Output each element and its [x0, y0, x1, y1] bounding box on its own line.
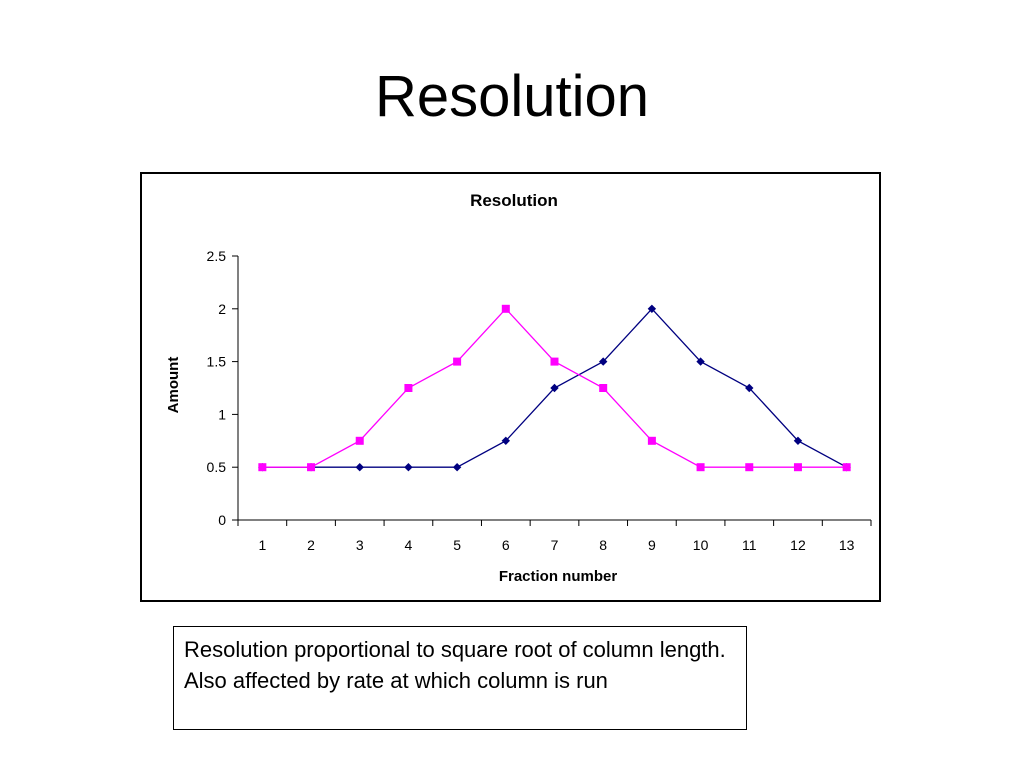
x-axis-label: Fraction number [499, 568, 618, 585]
data-point [599, 384, 608, 392]
data-point [793, 463, 802, 472]
data-point [696, 357, 705, 366]
x-tick-label: 12 [790, 537, 806, 553]
x-tick-label: 8 [599, 537, 607, 553]
data-point [404, 384, 413, 392]
x-tick-label: 9 [648, 537, 656, 553]
y-tick-label: 0 [218, 512, 226, 528]
data-point [501, 304, 510, 313]
x-tick-label: 10 [693, 537, 709, 553]
axes: 00.511.522.51 2 3 4 5 6 7 8 9 10 11 12 13 [207, 248, 872, 553]
slide-title: Resolution [374, 64, 650, 129]
data-point [404, 463, 413, 472]
x-tick-label: 4 [405, 537, 413, 553]
x-tick-label: 6 [502, 537, 510, 553]
series-group [258, 304, 851, 472]
data-point [793, 436, 803, 445]
x-tick-label: 2 [307, 537, 315, 553]
data-point [842, 463, 851, 472]
y-tick-label: 1 [218, 406, 226, 422]
x-tick-label: 1 [258, 537, 266, 553]
y-axis-label: Amount [165, 357, 182, 414]
line-chart: Resolution Fraction number Amount 00.511… [165, 191, 872, 585]
y-tick-label: 2.5 [207, 248, 227, 264]
data-point [745, 463, 754, 472]
data-point [647, 436, 656, 445]
x-tick-label: 11 [742, 537, 757, 553]
data-point [258, 463, 267, 472]
data-point [453, 357, 462, 366]
series-2 [258, 304, 851, 472]
data-point [550, 383, 559, 393]
note-box: Resolution proportional to square root o… [173, 626, 747, 730]
data-point [307, 463, 316, 472]
chart-title: Resolution [470, 191, 558, 210]
data-point [355, 463, 364, 472]
data-point [452, 463, 462, 472]
x-tick-label: 3 [356, 537, 364, 553]
data-point [696, 463, 705, 472]
x-tick-label: 13 [839, 537, 855, 553]
y-tick-label: 0.5 [207, 459, 227, 475]
x-tick-label: 7 [551, 537, 559, 553]
series-1 [258, 304, 851, 472]
data-point [501, 436, 511, 445]
x-tick-label: 5 [453, 537, 461, 553]
data-point [355, 436, 364, 445]
data-point [550, 357, 559, 366]
data-point [745, 383, 754, 393]
y-tick-label: 1.5 [207, 354, 227, 370]
y-tick-label: 2 [218, 301, 226, 317]
chart-frame: Resolution Fraction number Amount 0 0.5 1 1… [140, 172, 881, 602]
